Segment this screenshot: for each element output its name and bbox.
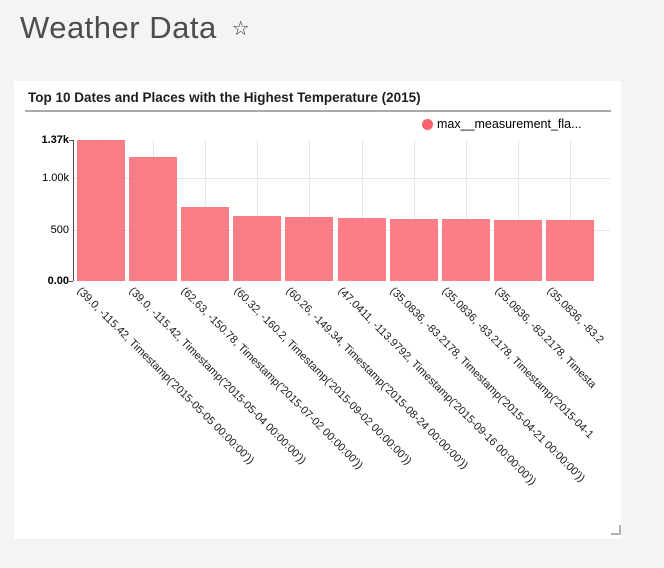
bar[interactable] (180, 206, 229, 281)
gridline-vertical (518, 140, 520, 281)
resize-handle-icon[interactable] (611, 525, 621, 535)
dashboard-header: Weather Data ☆ (20, 10, 250, 46)
gridline-vertical (309, 140, 311, 281)
gridline-vertical (465, 140, 467, 281)
x-axis-tick-label: (35.0836, -83.2178, Timestamp('2015-04-2… (387, 285, 588, 485)
y-axis-tick-label: 1.37k (41, 134, 69, 146)
bar[interactable] (441, 219, 490, 281)
bar[interactable] (546, 220, 595, 281)
bar[interactable] (128, 157, 177, 281)
x-axis-tick-label: (62.63, -150.78, Timestamp('2015-07-02 0… (178, 285, 366, 472)
y-axis-line (73, 140, 74, 281)
title-divider (25, 110, 611, 112)
gridline-vertical (257, 140, 259, 281)
y-axis-tick-label: 500 (50, 223, 69, 236)
legend-marker-icon (422, 118, 433, 130)
gridline-vertical (413, 140, 415, 281)
y-axis-tick-mark (69, 140, 73, 141)
bar[interactable] (76, 140, 125, 281)
legend-label: max__measurement_fla... (437, 117, 582, 131)
favorite-star-icon[interactable]: ☆ (231, 18, 250, 40)
x-axis-tick-label: (60.32, -160.2, Timestamp('2015-09-02 00… (231, 285, 414, 468)
gridline-vertical (361, 140, 363, 281)
legend-item[interactable]: max__measurement_fla... (422, 117, 582, 131)
chart-title: Top 10 Dates and Places with the Highest… (28, 90, 421, 105)
x-axis-tick-label: (60.26, -149.34, Timestamp('2015-08-24 0… (283, 285, 470, 472)
x-axis-tick-label: (39.0, -115.42, Timestamp('2015-05-04 00… (126, 285, 309, 467)
bar-chart: 1.37k 1.00k 500 0.00 (39.0, -115.42, Timesta… (14, 81, 621, 539)
bar[interactable] (389, 219, 438, 281)
x-axis-tick-label: (39.0, -115.42, Timestamp('2015-05-05 00… (74, 285, 257, 467)
bar[interactable] (337, 218, 386, 281)
bar[interactable] (233, 215, 282, 281)
bar[interactable] (285, 216, 334, 281)
gridline-vertical (570, 140, 572, 281)
bar[interactable] (494, 219, 543, 281)
gridline-horizontal (73, 178, 610, 180)
chart-card: Top 10 Dates and Places with the Highest… (14, 81, 621, 539)
dashboard-title: Weather Data (20, 10, 217, 45)
x-axis-tick-label: (35.0836, -83.2178, Timesta (492, 285, 598, 391)
x-axis-tick-label: (47.0411, -113.9792, Timestamp('2015-09-… (335, 285, 539, 488)
y-axis-tick-label: 0.00 (47, 275, 69, 287)
y-axis-tick-label: 1.00k (42, 172, 69, 185)
y-axis-tick-mark (69, 281, 73, 282)
